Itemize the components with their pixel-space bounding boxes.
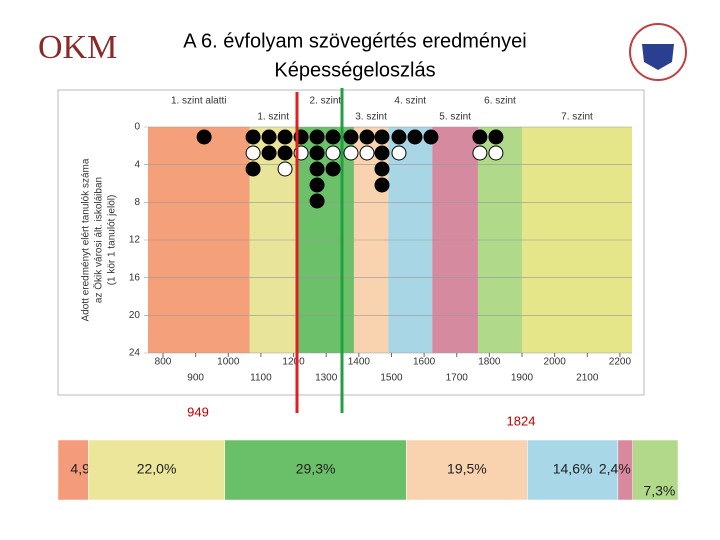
- student-dot: [488, 145, 504, 161]
- student-dot: [196, 129, 212, 145]
- x-tick-label: 1500: [380, 373, 403, 384]
- x-tick-label: 1900: [511, 373, 534, 384]
- plot: 1. szint alatti 1. szint 2. szint 3. szint 4…: [81, 96, 632, 428]
- x-tick-label: 1000: [217, 357, 240, 368]
- student-dot: [374, 177, 390, 193]
- y-axis-label: Adott eredményt elért tanulók száma: [81, 158, 92, 321]
- x-tick-label: 1600: [413, 357, 436, 368]
- bar-segment: [527, 439, 619, 501]
- y-tick-label: 12: [129, 235, 141, 246]
- segment-label: 29,3%: [296, 461, 336, 477]
- student-dot: [325, 145, 341, 161]
- student-dot: [325, 161, 341, 177]
- level-label: 1. szint alatti: [171, 96, 227, 107]
- segment-label: 19,5%: [447, 461, 487, 477]
- level-label: 7. szint: [561, 112, 593, 123]
- student-dot: [309, 161, 325, 177]
- x-tick-label: 2200: [609, 357, 632, 368]
- student-dot: [472, 129, 488, 145]
- level-label: 3. szint: [355, 112, 387, 123]
- level-label: 5. szint: [439, 112, 471, 123]
- y-axis-label: (1 kör 1 tanulót jelöl): [107, 195, 118, 286]
- x-tick-label: 1800: [478, 357, 501, 368]
- emblem-shield: [642, 44, 674, 70]
- y-tick-label: 16: [129, 272, 141, 283]
- x-tick-label: 1400: [348, 357, 371, 368]
- student-dot: [325, 129, 341, 145]
- student-dot: [245, 161, 261, 177]
- y-tick-label: 20: [129, 310, 141, 321]
- x-tick-label: 2000: [544, 357, 567, 368]
- student-dot: [309, 129, 325, 145]
- subtitle: Képességeloszlás: [274, 59, 435, 81]
- student-dot: [488, 129, 504, 145]
- x-tick-label: 2100: [576, 373, 599, 384]
- y-tick-label: 8: [134, 197, 140, 208]
- student-dot: [309, 145, 325, 161]
- bar-segment: [88, 439, 226, 501]
- y-tick-label: 0: [134, 122, 140, 133]
- bar-segment: [224, 439, 407, 501]
- student-dot: [374, 161, 390, 177]
- y-tick-label: 24: [129, 348, 141, 359]
- student-dot: [423, 129, 439, 145]
- segment-label: 14,6%: [553, 461, 593, 477]
- segment-label: 2,4%: [599, 461, 631, 477]
- level-label: 2. szint: [310, 96, 342, 107]
- student-dot: [277, 161, 293, 177]
- x-tick-label: 900: [187, 373, 204, 384]
- x-tick-label: 800: [155, 357, 172, 368]
- student-dot: [245, 129, 261, 145]
- student-dot: [472, 145, 488, 161]
- student-dot: [374, 129, 390, 145]
- student-dot: [343, 129, 359, 145]
- y-tick-label: 4: [134, 159, 140, 170]
- student-dot: [374, 145, 390, 161]
- student-dot: [261, 145, 277, 161]
- student-dot: [359, 145, 375, 161]
- level-label: 6. szint: [484, 96, 516, 107]
- summary-bar: 4,9% 22,0% 29,3% 19,5% 14,6% 2,4%7,3%: [57, 439, 679, 501]
- bar-segment: [57, 439, 89, 501]
- x-tick-label: 1200: [282, 357, 305, 368]
- x-tick-label: 1700: [446, 373, 469, 384]
- segment-label: 22,0%: [137, 461, 177, 477]
- level-label: 4. szint: [394, 96, 426, 107]
- student-dot: [277, 145, 293, 161]
- student-dot: [391, 145, 407, 161]
- annotation: 949: [187, 404, 209, 419]
- segment-label: 7,3%: [643, 483, 675, 499]
- x-tick-label: 1100: [250, 373, 272, 384]
- student-dot: [309, 193, 325, 209]
- student-dot: [245, 145, 261, 161]
- student-dot: [407, 129, 423, 145]
- y-axis-label: az Ökik városi ált. iskoláiban: [93, 177, 105, 303]
- logo: OKM: [38, 29, 117, 66]
- x-tick-label: 1300: [315, 373, 338, 384]
- level-label: 1. szint: [257, 112, 289, 123]
- student-dot: [343, 145, 359, 161]
- title: A 6. évfolyam szövegértés eredményei: [183, 30, 527, 52]
- bar-segment: [632, 439, 679, 501]
- student-dot: [309, 177, 325, 193]
- student-dot: [359, 129, 375, 145]
- student-dot: [391, 129, 407, 145]
- student-dot: [277, 129, 293, 145]
- student-dot: [261, 129, 277, 145]
- annotation: 1824: [507, 413, 536, 428]
